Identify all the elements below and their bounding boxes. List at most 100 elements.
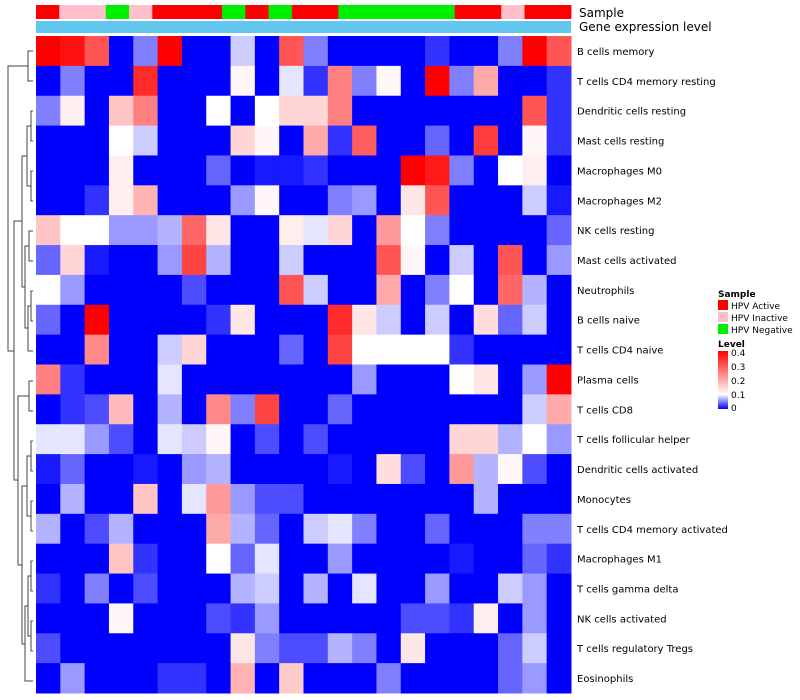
heatmap-cell bbox=[376, 36, 402, 67]
heatmap-cell bbox=[230, 663, 256, 694]
heatmap-cell bbox=[230, 65, 256, 97]
heatmap-cell bbox=[473, 483, 499, 515]
heatmap-cell bbox=[522, 454, 548, 485]
heatmap-cell bbox=[254, 274, 280, 306]
sample-annotation-cell bbox=[384, 5, 409, 19]
level-tick-label: 0.1 bbox=[731, 391, 745, 401]
heatmap-cell bbox=[425, 215, 450, 246]
heatmap-cell bbox=[157, 274, 183, 306]
heatmap-cell bbox=[84, 394, 110, 425]
heatmap-cell bbox=[230, 215, 256, 246]
heatmap-cell bbox=[84, 95, 110, 127]
heatmap-cell bbox=[279, 304, 304, 336]
heatmap-cell bbox=[60, 364, 86, 395]
heatmap-cell bbox=[230, 513, 256, 545]
heatmap-cell bbox=[546, 274, 572, 306]
heatmap-cell bbox=[60, 36, 86, 67]
heatmap-cell bbox=[181, 185, 207, 216]
heatmap-cell bbox=[254, 185, 280, 216]
level-legend-title: Level bbox=[718, 340, 745, 350]
heatmap-cell bbox=[498, 125, 523, 156]
heatmap-cell bbox=[327, 304, 353, 336]
heatmap-cell bbox=[376, 185, 402, 216]
heatmap-cell bbox=[279, 215, 304, 246]
heatmap-cell bbox=[400, 394, 426, 425]
heatmap-cell bbox=[303, 663, 329, 694]
heatmap-cell bbox=[36, 185, 61, 216]
heatmap-cell bbox=[206, 454, 232, 485]
row-label: Dendritic cells activated bbox=[577, 465, 698, 476]
sample-annotation-cell bbox=[175, 5, 200, 19]
heatmap-cell bbox=[181, 513, 207, 545]
heatmap-cell bbox=[449, 155, 475, 186]
heatmap-cell bbox=[157, 633, 183, 664]
row-label: Mast cells resting bbox=[577, 137, 664, 148]
heatmap-cell bbox=[376, 65, 402, 97]
heatmap-cell bbox=[498, 663, 523, 694]
heatmap-cell bbox=[254, 483, 280, 515]
heatmap-cell bbox=[303, 483, 329, 515]
heatmap-cell bbox=[376, 125, 402, 156]
heatmap-cell bbox=[303, 95, 329, 127]
heatmap-cell bbox=[498, 95, 523, 127]
heatmap-cell bbox=[546, 513, 572, 545]
heatmap-cell bbox=[546, 543, 572, 575]
heatmap-cell bbox=[498, 603, 523, 634]
heatmap-cell bbox=[327, 483, 353, 515]
heatmap-cell bbox=[376, 304, 402, 336]
heatmap-cell bbox=[425, 483, 450, 515]
heatmap-cell bbox=[498, 633, 523, 664]
dendrogram-link bbox=[30, 290, 33, 322]
heatmap-cell bbox=[181, 125, 207, 156]
heatmap-cell bbox=[206, 36, 232, 67]
heatmap-cell bbox=[108, 543, 134, 575]
heatmap-cell bbox=[546, 334, 572, 365]
row-label: T cells follicular helper bbox=[576, 435, 691, 446]
heatmap-cell bbox=[84, 603, 110, 634]
heatmap-cell bbox=[303, 274, 329, 306]
heatmap-cell bbox=[133, 334, 159, 365]
heatmap-cell bbox=[279, 36, 304, 67]
heatmap-cell bbox=[327, 36, 353, 67]
heatmap-cell bbox=[279, 483, 304, 515]
heatmap-cell bbox=[84, 334, 110, 365]
heatmap-cell bbox=[522, 155, 548, 186]
heatmap-cell bbox=[157, 543, 183, 575]
heatmap-cell bbox=[157, 185, 183, 216]
row-labels: B cells memory T cells CD4 memory resting… bbox=[576, 47, 728, 685]
heatmap-cell bbox=[108, 65, 134, 97]
heatmap-cell bbox=[473, 424, 499, 455]
sample-annotation-cell bbox=[59, 5, 83, 19]
heatmap-cell bbox=[449, 603, 475, 634]
row-label: T cells CD8 bbox=[576, 405, 633, 416]
heatmap-cell bbox=[60, 334, 86, 365]
heatmap-cell bbox=[449, 543, 475, 575]
heatmap-cell bbox=[473, 245, 499, 276]
heatmap-cell bbox=[157, 603, 183, 634]
legend-swatch-hpv-inactive bbox=[718, 312, 728, 322]
dendrogram-link bbox=[28, 230, 33, 262]
heatmap-cell bbox=[522, 543, 548, 575]
heatmap-cell bbox=[449, 274, 475, 306]
heatmap-cell bbox=[352, 304, 377, 336]
level-color-bar bbox=[718, 351, 728, 409]
heatmap-cell bbox=[473, 364, 499, 395]
dendrogram-link bbox=[7, 65, 28, 352]
heatmap-cell bbox=[473, 334, 499, 365]
heatmap-cell bbox=[206, 155, 232, 186]
heatmap-cell bbox=[546, 125, 572, 156]
row-label: B cells memory bbox=[577, 47, 654, 58]
sample-annotation-cell bbox=[501, 5, 525, 19]
heatmap-cell bbox=[473, 185, 499, 216]
heatmap-cell bbox=[133, 364, 159, 395]
heatmap-cell bbox=[498, 364, 523, 395]
heatmap-cell bbox=[498, 274, 523, 306]
heatmap-cell bbox=[108, 274, 134, 306]
heatmap-cell bbox=[133, 483, 159, 515]
heatmap-cell bbox=[522, 274, 548, 306]
heatmap-cell bbox=[206, 185, 232, 216]
heatmap-cell bbox=[36, 65, 61, 97]
sample-annotation-cell bbox=[268, 5, 293, 19]
heatmap-cell bbox=[400, 36, 426, 67]
heatmap-cell bbox=[522, 513, 548, 545]
